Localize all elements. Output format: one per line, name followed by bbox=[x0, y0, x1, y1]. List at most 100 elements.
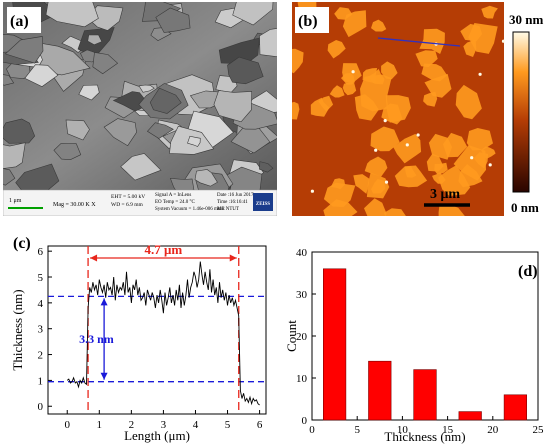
sem-flake bbox=[53, 143, 82, 161]
afm-colorbar bbox=[512, 31, 530, 193]
y-tick-label: 5 bbox=[38, 272, 44, 284]
x-tick-label: 4 bbox=[193, 419, 199, 431]
afm-flake bbox=[438, 165, 471, 196]
afm-flake bbox=[419, 28, 445, 54]
y-tick-label: 1 bbox=[38, 375, 44, 387]
sem-flake bbox=[120, 153, 162, 181]
afm-flake bbox=[466, 128, 493, 151]
afm-flake bbox=[329, 85, 345, 98]
height-annotation: 3.3 nm bbox=[79, 332, 114, 346]
sem-flake bbox=[24, 64, 59, 87]
afm-particle bbox=[384, 180, 389, 184]
afm-flake bbox=[463, 39, 477, 57]
chart-c-xlabel: Length (μm) bbox=[124, 428, 190, 443]
x-tick-label: 15 bbox=[442, 424, 454, 436]
chart-c-reference-lines bbox=[48, 246, 266, 414]
width-arrow-head bbox=[229, 254, 237, 262]
panel-d: (d) Thickness (nm) Count 0 5 10 15 20 25 0 10 20… bbox=[282, 228, 550, 447]
y-tick-label: 30 bbox=[296, 289, 308, 301]
afm-flake bbox=[360, 74, 392, 112]
afm-particle bbox=[374, 148, 378, 152]
histogram-bar bbox=[458, 411, 482, 421]
afm-profile-line bbox=[377, 37, 461, 47]
panel-d-label: (d) bbox=[518, 263, 538, 280]
zeiss-logo bbox=[253, 193, 273, 211]
sem-flake bbox=[87, 34, 103, 46]
chart-c-ticks: 0 1 2 3 4 5 6 0 1 2 3 4 5 6 bbox=[38, 246, 263, 431]
chart-d-xlabel: Thickness (nm) bbox=[384, 429, 465, 444]
sem-flakes bbox=[0, 0, 291, 212]
afm-particle bbox=[416, 133, 420, 137]
x-tick-label: 20 bbox=[487, 424, 499, 436]
afm-flake bbox=[415, 50, 438, 68]
x-tick-label: 3 bbox=[161, 419, 167, 431]
sem-flake bbox=[149, 87, 182, 114]
afm-flake bbox=[342, 63, 362, 84]
width-annotation: 4.7 μm bbox=[145, 242, 183, 257]
chart-d: (d) Thickness (nm) Count 0 5 10 15 20 25 0 10 20… bbox=[284, 247, 544, 444]
sem-mag: Mag = 30.00 K X bbox=[53, 202, 96, 208]
afm-flake bbox=[443, 132, 468, 158]
colorbar-min-label: 0 nm bbox=[511, 200, 539, 215]
sem-signal: Signal A = InLens bbox=[155, 193, 191, 198]
afm-flake bbox=[381, 61, 398, 80]
sem-flake bbox=[92, 52, 119, 75]
afm-image: 3 μm (b) 30 nm 0 nm bbox=[282, 0, 543, 227]
colorbar-max-label: 30 nm bbox=[509, 12, 543, 27]
panel-a: 1 μm Mag = 30.00 K X EHT = 5.00 kV WD = … bbox=[0, 0, 291, 217]
chart-c-series-line bbox=[66, 261, 260, 406]
x-tick-label: 0 bbox=[309, 424, 315, 436]
sem-flake bbox=[0, 73, 15, 86]
y-tick-label: 6 bbox=[38, 246, 44, 258]
sem-flake bbox=[0, 167, 16, 186]
y-tick-label: 3 bbox=[38, 324, 44, 336]
afm-particle bbox=[470, 156, 474, 160]
chart-d-ticks: 0 5 10 15 20 25 0 10 20 30 40 bbox=[296, 247, 544, 436]
chart-c: (c) Length (μm) Thickness (nm) 0 1 2 3 4 5 6 0 1… bbox=[10, 235, 267, 443]
afm-particle bbox=[478, 72, 482, 76]
sem-flake bbox=[187, 135, 201, 147]
sem-flake bbox=[227, 56, 264, 85]
afm-flakes bbox=[282, 0, 506, 227]
sem-operator: ME NTUT bbox=[217, 207, 239, 212]
sem-flake bbox=[146, 122, 174, 139]
sem-flake bbox=[155, 7, 191, 33]
afm-flake bbox=[310, 97, 330, 117]
sem-flake bbox=[259, 161, 274, 173]
afm-particle bbox=[383, 119, 387, 123]
afm-flake bbox=[455, 84, 482, 120]
chart-c-annotations bbox=[90, 254, 237, 380]
afm-particle bbox=[310, 189, 314, 193]
sem-date: Date :16 Jun 2017 bbox=[217, 193, 254, 198]
zeiss-logo-text: ZEISS bbox=[256, 202, 270, 207]
panel-a-label: (a) bbox=[10, 13, 29, 30]
y-tick-label: 40 bbox=[296, 247, 308, 259]
panel-b: 3 μm (b) 30 nm 0 nm bbox=[282, 0, 550, 227]
x-tick-label: 2 bbox=[129, 419, 135, 431]
sem-wd: WD = 6.9 mm bbox=[111, 202, 144, 208]
sem-flake bbox=[78, 84, 100, 101]
x-tick-label: 0 bbox=[64, 419, 70, 431]
afm-flake bbox=[481, 5, 498, 19]
sem-image: 1 μm Mag = 30.00 K X EHT = 5.00 kV WD = … bbox=[0, 0, 291, 217]
y-tick-label: 10 bbox=[296, 373, 308, 385]
x-tick-label: 1 bbox=[97, 419, 103, 431]
y-tick-label: 2 bbox=[38, 350, 44, 362]
chart-c-frame bbox=[47, 245, 267, 415]
histogram-bar bbox=[322, 268, 347, 421]
afm-flake bbox=[353, 174, 370, 194]
sem-flake bbox=[232, 0, 274, 26]
sem-flake bbox=[0, 142, 26, 170]
afm-particle bbox=[405, 143, 409, 147]
chart-c-ylabel: Thickness (nm) bbox=[10, 289, 25, 370]
afm-flake bbox=[404, 166, 417, 178]
afm-scalebar-label: 3 μm bbox=[430, 187, 460, 202]
sem-eht: EHT = 5.00 kV bbox=[111, 194, 145, 200]
panel-c-label: (c) bbox=[13, 235, 31, 252]
afm-flake bbox=[393, 133, 422, 164]
x-tick-label: 5 bbox=[225, 419, 231, 431]
afm-particle bbox=[488, 163, 492, 167]
afm-particle bbox=[501, 39, 506, 43]
afm-flake bbox=[342, 10, 367, 38]
